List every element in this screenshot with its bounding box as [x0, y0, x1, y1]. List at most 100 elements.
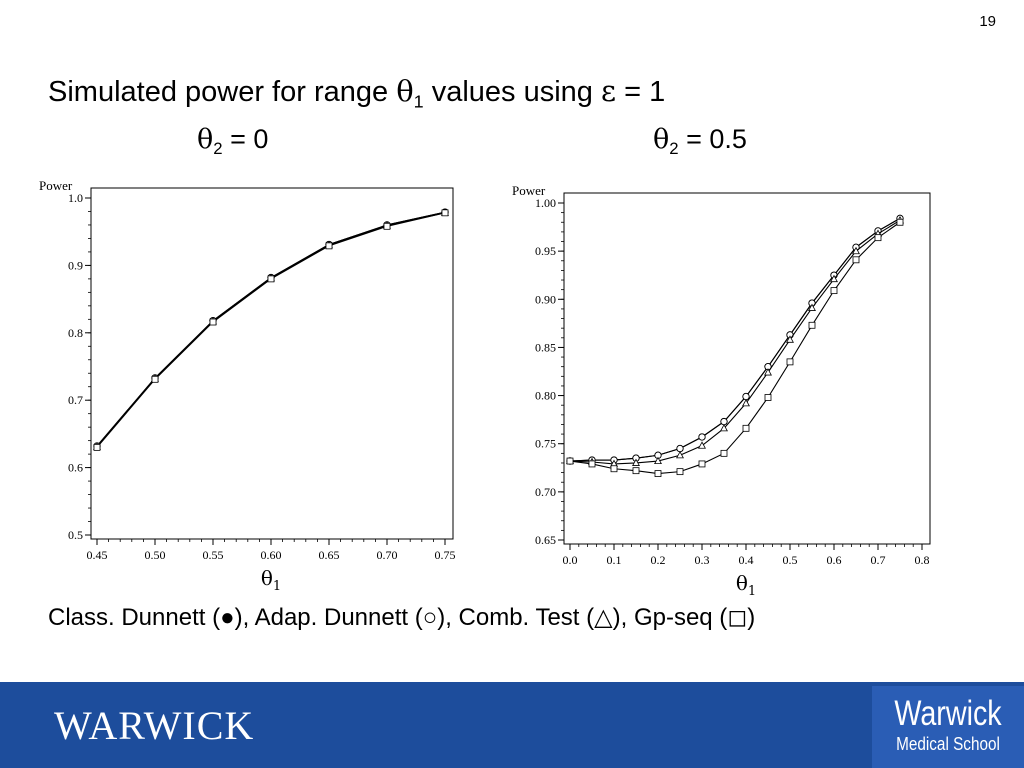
y-tick-label: 1.0 — [68, 191, 83, 205]
series-open-circle — [566, 214, 904, 465]
theta-subscript: 1 — [413, 91, 424, 112]
power-chart-right: 0.65 0.70 0.75 0.80 0.85 0.90 0.95 1.00 0.0 0.1 0.… — [512, 183, 931, 599]
y-tick-label: 0.5 — [68, 528, 83, 542]
y-tick-label: 0.7 — [68, 393, 83, 407]
x-tick-label: 0.8 — [915, 553, 930, 567]
theta-subscript: 2 — [669, 138, 679, 158]
legend-item-adap-dunnett: Adap. Dunnett (○), — [254, 604, 459, 631]
point — [764, 368, 772, 376]
point — [786, 335, 794, 343]
title-prefix: Simulated power for range — [48, 76, 397, 108]
series-square — [93, 209, 449, 451]
point — [786, 358, 794, 366]
x-tick-label: 0.4 — [739, 553, 754, 567]
point — [267, 275, 275, 283]
point — [654, 456, 662, 465]
legend-item-gp-seq: Gp-seq (◻) — [633, 604, 756, 631]
x-tick-label: 0.50 — [145, 548, 166, 562]
point — [852, 246, 860, 255]
y-tick-label: 0.6 — [68, 461, 83, 475]
y-tick-label: 0.75 — [535, 437, 556, 451]
x-tick-label: 0.1 — [607, 553, 622, 567]
plot-frame — [563, 192, 931, 545]
triangle-icon: △ — [594, 604, 613, 631]
x-tick-label: 0.7 — [871, 553, 886, 567]
subtitle-right: θ2 = 0.5 — [653, 124, 747, 159]
point — [874, 234, 882, 242]
point — [896, 218, 904, 226]
series-triangle — [93, 208, 449, 450]
warwick-logo: WARWICK — [54, 703, 255, 748]
point — [93, 443, 101, 451]
y-tick-label: 0.9 — [68, 258, 83, 272]
x-tick-label: 0.70 — [377, 548, 398, 562]
badge-line1: Warwick — [894, 694, 1002, 733]
point — [698, 441, 706, 449]
point — [720, 423, 728, 432]
series-line — [96, 211, 446, 447]
y-axis-label: Power — [512, 183, 546, 198]
open-circle-icon: ○ — [422, 604, 438, 631]
point — [632, 458, 640, 466]
series-line — [96, 212, 446, 448]
point — [720, 417, 728, 426]
point — [209, 318, 217, 326]
theta-subscript: 2 — [213, 138, 223, 158]
epsilon-symbol: ε — [600, 74, 617, 108]
x-tick-label: 0.0 — [563, 553, 578, 567]
subtitle-left: θ2 = 0 — [197, 124, 268, 159]
footer-bar: WARWICK Warwick Medical School — [0, 682, 1024, 768]
y-tick-label: 0.70 — [535, 485, 556, 499]
y-tick-label: 0.65 — [535, 533, 556, 547]
y-axis-label: Power — [39, 178, 73, 193]
point — [654, 470, 662, 477]
series-line — [569, 217, 901, 462]
plot-frame — [90, 187, 454, 540]
point — [698, 460, 706, 468]
x-axis-label: θ1 — [261, 566, 281, 594]
point — [676, 444, 684, 453]
series-open-circle — [93, 208, 449, 450]
series-line — [96, 211, 446, 447]
point — [632, 467, 640, 475]
point — [325, 242, 333, 250]
theta-symbol: θ — [197, 124, 214, 155]
point — [676, 468, 684, 476]
point — [151, 375, 159, 383]
point — [808, 303, 816, 311]
x-tick-label: 0.6 — [827, 553, 842, 567]
y-tick-label: 1.00 — [535, 196, 556, 210]
point — [742, 398, 750, 407]
point — [676, 450, 684, 459]
badge-line2: Medical School — [896, 734, 1000, 754]
point — [742, 424, 750, 432]
point — [720, 449, 728, 457]
x-tick-label: 0.60 — [261, 548, 282, 562]
x-tick-label: 0.65 — [319, 548, 340, 562]
legend-item-class-dunnett: Class. Dunnett (●), — [48, 604, 255, 631]
point — [830, 287, 838, 295]
point — [441, 209, 449, 217]
point — [566, 457, 574, 465]
legend-item-comb-test: Comb. Test (△), — [458, 604, 634, 631]
page-number: 19 — [979, 13, 996, 30]
theta-symbol: θ — [653, 124, 670, 155]
point — [742, 392, 750, 401]
series-square — [566, 218, 904, 477]
subtitle-value: = 0 — [222, 124, 269, 154]
warwick-medical-school-badge: Warwick Medical School — [872, 686, 1024, 768]
x-tick-label: 0.5 — [783, 553, 798, 567]
point — [852, 256, 860, 264]
series-filled-circle — [566, 214, 904, 465]
series-filled-circle — [93, 208, 449, 450]
series-line — [96, 212, 446, 448]
point — [764, 394, 772, 401]
y-tick-label: 0.95 — [535, 244, 556, 258]
square-icon: ◻ — [727, 604, 748, 631]
title-eq: = 1 — [616, 76, 666, 108]
filled-circle-icon: ● — [220, 604, 235, 631]
point — [588, 460, 596, 468]
x-axis-label: θ1 — [736, 571, 756, 599]
y-tick-label: 0.8 — [68, 326, 83, 340]
y-tick-label: 0.80 — [535, 389, 556, 403]
